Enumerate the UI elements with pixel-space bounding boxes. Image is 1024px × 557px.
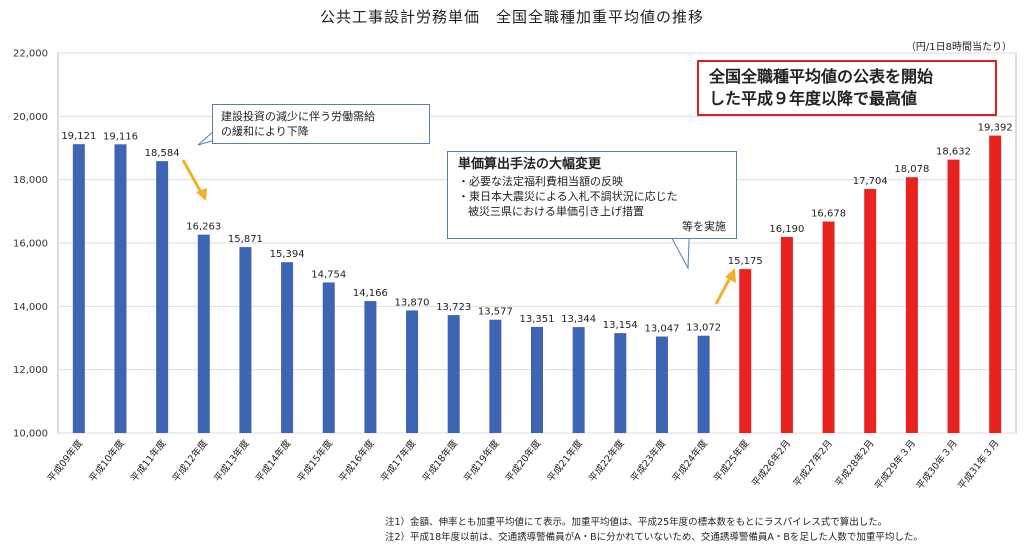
y-tick-label: 22,000: [13, 49, 48, 60]
callout-record-high: 全国全職種平均値の公表を開始 した平成９年度以降で最高値: [697, 60, 997, 116]
up-arrow-icon: [714, 268, 736, 305]
x-tick-label: 平成10年度: [87, 437, 128, 484]
bar-value-label: 16,678: [811, 209, 846, 220]
bar-value-label: 13,351: [520, 314, 555, 325]
x-tick-label: 平成22年度: [586, 437, 627, 484]
bar-value-label: 18,584: [145, 148, 180, 159]
x-tick-label: 平成30年３月: [914, 437, 960, 491]
footnote-1: 注1）金額、伸率とも加重平均値にて表示。加重平均値は、平成25年度の標本数をもと…: [385, 517, 888, 528]
bar: [822, 221, 835, 433]
callout-decline-line1: 建設投資の減少に伴う労働需給: [221, 110, 375, 123]
bar: [447, 315, 460, 433]
x-tick-label: 平成12年度: [170, 437, 211, 484]
callout-decline: 建設投資の減少に伴う労働需給 の緩和により下降: [212, 104, 430, 144]
x-tick-label: 平成24年度: [670, 437, 711, 484]
x-tick-label: 平成19年度: [461, 437, 502, 484]
footnote-2: 注2）平成18年度以前は、交通誘導警備員がA・Bに分かれていないため、交通誘導警…: [385, 532, 923, 543]
y-tick-label: 20,000: [13, 112, 48, 123]
x-tick-label: 平成28年2月: [833, 437, 877, 489]
bar: [947, 159, 960, 434]
bar: [197, 234, 210, 433]
bar-value-label: 18,078: [894, 164, 929, 175]
callout-method-line2: ・東日本大震災による入札不調状況に応じた: [458, 190, 678, 203]
bar: [572, 327, 585, 433]
bar: [364, 301, 377, 433]
bar: [72, 144, 85, 433]
bar-value-label: 17,704: [853, 176, 888, 187]
bar: [780, 236, 793, 433]
bar-value-label: 15,394: [270, 249, 305, 260]
bar-value-label: 19,116: [103, 131, 138, 142]
x-tick-label: 平成26年2月: [749, 437, 793, 489]
bar-value-label: 13,870: [395, 297, 430, 308]
chart-title: 公共工事設計労務単価 全国全職種加重平均値の推移: [319, 8, 704, 26]
x-tick-label: 平成18年度: [420, 437, 461, 484]
bar: [905, 177, 918, 433]
y-tick-label: 14,000: [13, 302, 48, 313]
bar: [697, 335, 710, 433]
x-tick-label: 平成17年度: [378, 437, 419, 484]
y-tick-label: 16,000: [13, 239, 48, 250]
callout-method-change: 単価算出手法の大幅変更 ・必要な法定福利費相当額の反映 ・東日本大震災による入札…: [447, 151, 737, 239]
callout-method-line3: 被災三県における単価引き上げ措置: [468, 205, 644, 218]
x-tick-label: 平成29年３月: [872, 437, 918, 491]
bar: [531, 326, 543, 433]
bar: [489, 319, 502, 433]
bar: [281, 262, 294, 433]
x-tick-label: 平成14年度: [253, 437, 294, 484]
bar: [614, 333, 627, 433]
bar-value-label: 16,190: [769, 224, 804, 235]
x-tick-label: 平成11年度: [128, 437, 169, 484]
y-tick-label: 18,000: [13, 175, 48, 186]
footnotes: 注1）金額、伸率とも加重平均値にて表示。加重平均値は、平成25年度の標本数をもと…: [385, 515, 923, 545]
bar: [739, 269, 752, 433]
down-arrow-icon: [181, 159, 207, 201]
bar-value-label: 13,723: [436, 302, 471, 313]
x-tick-label: 平成16年度: [336, 437, 377, 484]
bar-value-label: 16,263: [186, 222, 221, 233]
y-tick-label: 12,000: [13, 365, 48, 376]
bar: [406, 310, 419, 433]
x-tick-label: 平成25年度: [711, 437, 752, 484]
bar-value-label: 14,754: [311, 269, 346, 280]
callout-method-heading: 単価算出手法の大幅変更: [458, 157, 602, 172]
bar: [239, 247, 252, 433]
x-tick-label: 平成23年度: [628, 437, 669, 484]
bar-value-label: 13,344: [561, 314, 596, 325]
unit-label: （円/1日8時間当たり）: [905, 42, 1012, 53]
x-tick-label: 平成27年2月: [791, 437, 835, 489]
bar: [156, 161, 169, 433]
bar: [322, 282, 335, 433]
bar: [989, 135, 1002, 433]
bar-value-label: 19,392: [978, 123, 1013, 134]
callout-record-line1: 全国全職種平均値の公表を開始: [709, 67, 934, 86]
bar-value-label: 18,632: [936, 147, 971, 158]
callout-method-line4: 等を実施: [682, 220, 726, 233]
bar-value-label: 19,121: [61, 131, 96, 142]
callout-record-line2: した平成９年度以降で最高値: [709, 89, 918, 108]
bar: [864, 189, 877, 433]
x-tick-label: 平成13年度: [212, 437, 253, 484]
x-tick-label: 平成31年３月: [955, 437, 1001, 491]
bar: [114, 144, 127, 433]
bar-value-label: 15,871: [228, 234, 263, 245]
x-tick-label: 平成21年度: [545, 437, 586, 484]
bar-value-label: 14,166: [353, 288, 388, 299]
x-tick-label: 平成09年度: [45, 437, 86, 484]
x-tick-label: 平成20年度: [503, 437, 544, 484]
bar: [655, 336, 668, 433]
bar-value-label: 13,072: [686, 323, 721, 334]
y-tick-label: 10,000: [13, 429, 48, 440]
x-tick-label: 平成15年度: [295, 437, 336, 484]
callout-method-line1: ・必要な法定福利費相当額の反映: [458, 175, 623, 188]
callout-decline-line2: の緩和により下降: [221, 125, 309, 138]
bar-value-label: 13,577: [478, 307, 513, 318]
bar-value-label: 13,047: [644, 324, 679, 335]
bar-value-label: 13,154: [603, 320, 638, 331]
bar-value-label: 15,175: [728, 256, 763, 267]
